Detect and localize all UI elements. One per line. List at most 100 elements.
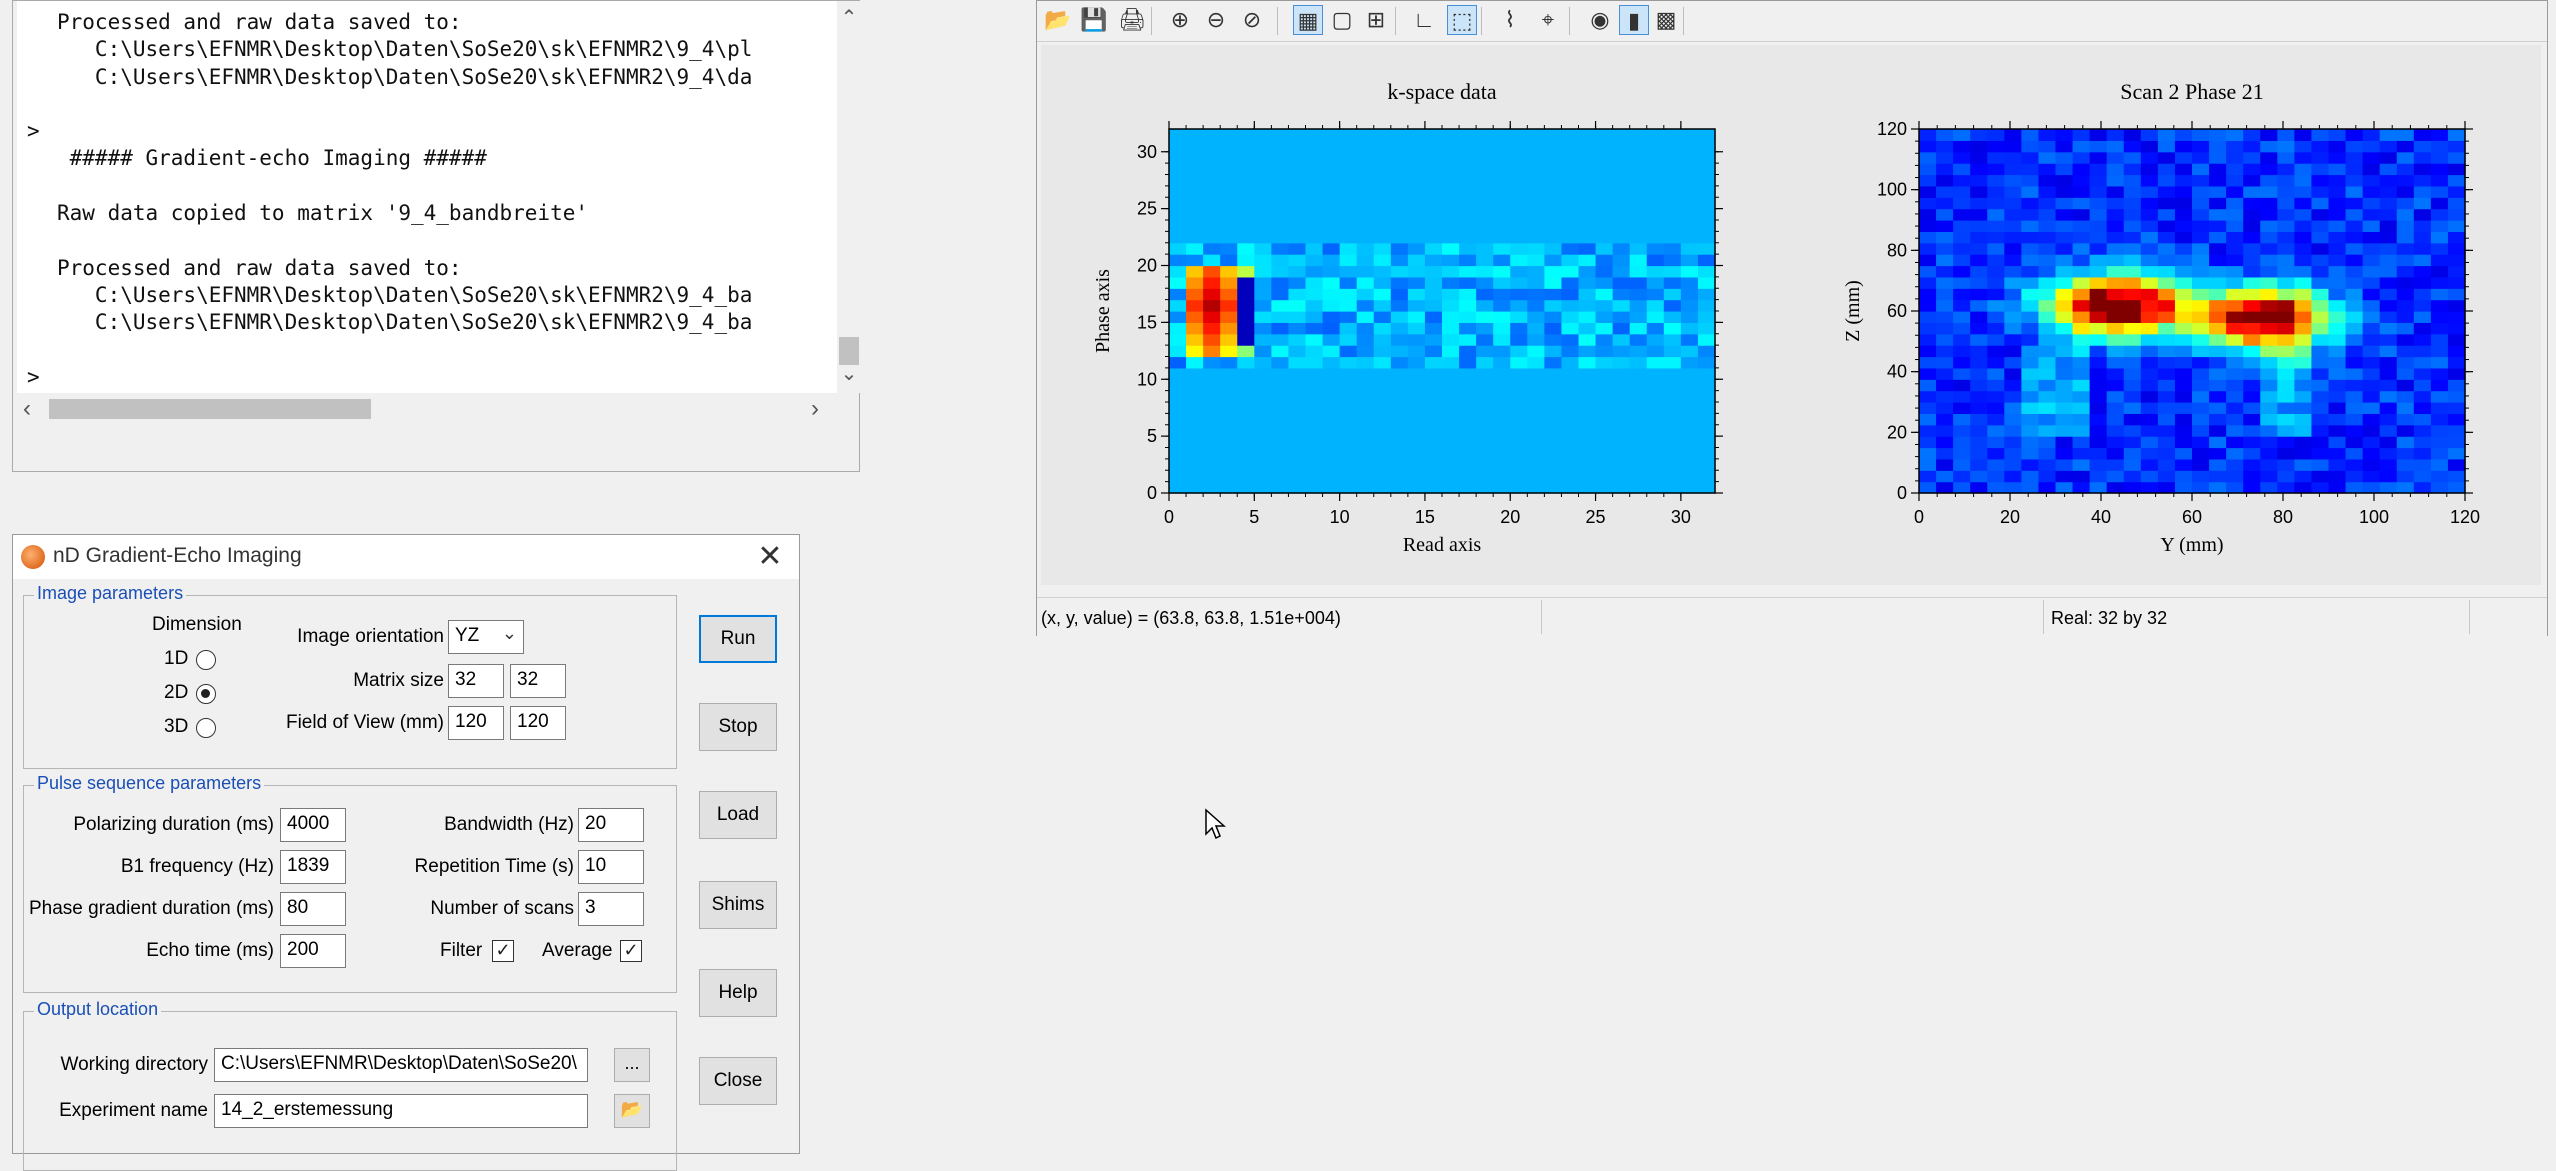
heatmap-cell [1390,436,1409,449]
close-button[interactable]: Close [699,1057,777,1105]
dim-1d-radio[interactable] [196,650,216,670]
console-vertical-scrollbar[interactable]: ⌃ ⌄ [837,1,861,393]
heatmap-2 [1919,129,2466,494]
heatmap-cell [2362,458,2381,471]
heatmap-cell [2447,481,2466,494]
fov-1-input[interactable]: 120 [448,706,504,740]
scroll-thumb-horizontal[interactable] [49,399,371,419]
heatmap-cell [1527,322,1545,335]
plot-cell-icon[interactable]: ▢ [1331,7,1353,32]
zoom-in-icon[interactable]: ⊕ [1170,7,1190,32]
heatmap-cell [1390,288,1409,301]
heatmap-cell [1953,367,1971,380]
heatmap-cell [1459,231,1477,244]
heatmap-cell [1169,402,1187,414]
dim-3d-radio[interactable] [196,718,216,738]
polarizing-input[interactable]: 4000 [280,808,346,842]
print-icon[interactable]: 🖨 [1118,7,1146,32]
heatmap-cell [1186,299,1204,312]
browse-button[interactable]: ... [614,1048,650,1082]
scroll-up-icon[interactable]: ⌃ [840,7,858,29]
close-icon[interactable]: ✕ [757,540,783,573]
stop-button[interactable]: Stop [699,703,777,751]
orientation-select[interactable]: YZ ⌄ [448,620,524,654]
heatmap-cell [2055,242,2074,255]
console-output[interactable]: Processed and raw data saved to: C:\User… [17,1,837,393]
run-button[interactable]: Run [699,615,777,663]
colormap-icon[interactable]: ◉ [1590,7,1610,32]
load-button[interactable]: Load [699,791,777,839]
heatmap-cell [1680,185,1699,198]
heatmap-cell [1169,299,1187,312]
heatmap-cell [2106,436,2125,449]
fov-2-input[interactable]: 120 [510,706,566,740]
shims-button[interactable]: Shims [699,881,777,929]
help-button[interactable]: Help [699,969,777,1017]
matrix-size-2-input[interactable]: 32 [510,664,566,698]
number-of-scans-input[interactable]: 3 [578,892,644,926]
zoom-reset-icon[interactable]: ⊘ [1242,7,1262,32]
heatmap-cell [1629,333,1648,346]
open-icon[interactable]: 📂 [1044,7,1072,32]
heatmap-cell [1578,242,1597,255]
line-plot-icon[interactable]: ⌇ [1504,7,1516,32]
heatmap-cell [1373,367,1392,380]
heatmap-cell [1186,345,1204,358]
heatmap-cell [1424,447,1443,460]
surface-icon[interactable]: ▩ [1655,7,1677,32]
average-checkbox[interactable]: ✓ [620,940,642,962]
plot-region-icon[interactable]: ▦ [1293,5,1323,35]
heatmap-cell [2379,447,2398,460]
matrix-size-1-input[interactable]: 32 [448,664,504,698]
console-horizontal-scrollbar[interactable]: ‹ › [17,393,837,425]
heatmap-cell [1373,265,1392,278]
experiment-name-input[interactable]: 14_2_erstemessung [214,1094,588,1128]
scroll-right-icon[interactable]: › [811,395,819,422]
heatmap-cell [1680,458,1699,471]
dialog-titlebar[interactable]: nD Gradient-Echo Imaging ✕ [13,535,799,579]
scroll-thumb[interactable] [839,337,859,365]
heatmap-cell [1373,447,1392,460]
heatmap-cell [1970,151,1988,164]
heatmap-cell [1407,311,1426,323]
heatmap-cell [2430,424,2449,437]
b1-frequency-input[interactable]: 1839 [280,850,346,884]
heatmap-cell [2226,413,2244,426]
heatmap-cell [2106,185,2125,198]
axes-icon[interactable]: ∟ [1413,7,1435,32]
heatmap-cell [2055,197,2074,210]
phase-gradient-input[interactable]: 80 [280,892,346,926]
heatmap-cell [2192,345,2210,358]
save-icon[interactable]: 💾 [1080,7,1108,32]
add-plot-icon[interactable]: ⊞ [1366,7,1386,32]
echo-time-input[interactable]: 200 [280,934,346,968]
scroll-down-icon[interactable]: ⌄ [840,363,858,385]
heatmap-cell [1953,447,1971,460]
heatmap-cell [1646,481,1665,494]
heatmap-cell [1987,151,2005,164]
repetition-time-input[interactable]: 10 [578,850,644,884]
heatmap-cell [2106,163,2125,176]
x-tick-label: 80 [2273,507,2293,527]
select-region-icon[interactable]: ⬚ [1447,5,1477,35]
bandwidth-input[interactable]: 20 [578,808,644,842]
cursor-icon[interactable]: ⌖ [1541,7,1555,32]
heatmap-cell [2294,231,2313,244]
heatmap-cell [1970,254,1988,267]
heatmap-cell [2311,254,2330,267]
colorbar-icon[interactable]: ▮ [1619,5,1649,35]
heatmap-cell [2209,458,2227,471]
heatmap-cell [2089,413,2108,426]
working-directory-input[interactable]: C:\Users\EFNMR\Desktop\Daten\SoSe20\ [214,1048,588,1082]
open-folder-icon[interactable]: 📂 [614,1094,650,1128]
plot-area[interactable]: 0 5 10 15 20 25 30 0 5 10 15 20 25 30 k-space data Read… [1041,45,2541,585]
zoom-out-icon[interactable]: ⊖ [1206,7,1226,32]
heatmap-cell [1919,413,1937,426]
dim-2d-radio[interactable] [196,684,216,704]
heatmap-cell [1407,390,1426,403]
scroll-left-icon[interactable]: ‹ [23,395,31,422]
heatmap-cell [1987,345,2005,358]
filter-checkbox[interactable]: ✓ [492,940,514,962]
heatmap-cell [1322,436,1341,449]
heatmap-cell [2055,333,2074,346]
